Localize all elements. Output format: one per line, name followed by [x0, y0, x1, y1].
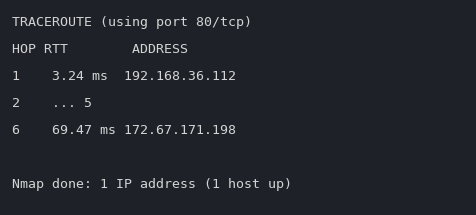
Text: 6    69.47 ms 172.67.171.198: 6 69.47 ms 172.67.171.198	[12, 124, 236, 137]
Text: TRACEROUTE (using port 80/tcp): TRACEROUTE (using port 80/tcp)	[12, 16, 251, 29]
Text: Nmap done: 1 IP address (1 host up): Nmap done: 1 IP address (1 host up)	[12, 178, 291, 191]
Text: HOP RTT        ADDRESS: HOP RTT ADDRESS	[12, 43, 188, 56]
Text: 2    ... 5: 2 ... 5	[12, 97, 92, 110]
Text: 1    3.24 ms  192.168.36.112: 1 3.24 ms 192.168.36.112	[12, 70, 236, 83]
